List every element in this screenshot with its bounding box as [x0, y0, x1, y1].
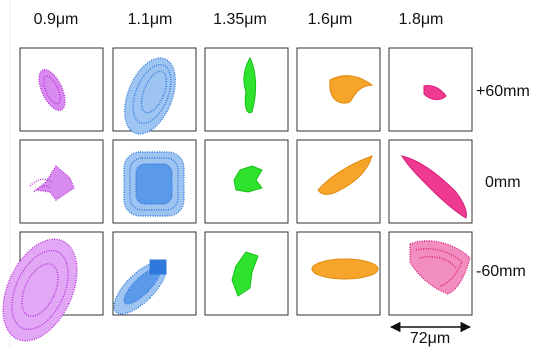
row-label: +60mm — [476, 83, 530, 100]
cell-box — [112, 47, 197, 132]
spot-diagram — [400, 155, 467, 219]
column-header: 1.35μm — [213, 11, 267, 28]
cell-box — [296, 47, 381, 132]
column-header: 1.8μm — [399, 11, 444, 28]
cell-box — [204, 139, 289, 224]
row-label: 0mm — [485, 174, 521, 191]
grid-boxes — [19, 47, 473, 316]
cell-box — [296, 231, 381, 316]
column-header: 0.9μm — [34, 11, 79, 28]
cell-box — [19, 47, 104, 132]
spot-diagram — [243, 56, 257, 114]
cell-box — [296, 139, 381, 224]
column-header: 1.1μm — [128, 11, 173, 28]
spot-diagram — [231, 251, 259, 297]
spot-diagram — [123, 151, 185, 217]
spot-diagram — [311, 258, 379, 280]
spot-diagram — [29, 164, 75, 201]
spot-diagram — [113, 259, 167, 315]
cell-box — [112, 139, 197, 224]
row-label: -60mm — [476, 263, 526, 280]
cell-box — [19, 139, 104, 224]
spot-diagram — [233, 165, 263, 193]
spot-diagram — [329, 75, 374, 104]
spot-diagram — [2, 238, 78, 342]
cell-box — [388, 47, 473, 132]
cell-box — [204, 47, 289, 132]
spot-diagram — [317, 155, 373, 195]
cell-box — [388, 139, 473, 224]
column-header: 1.6μm — [308, 11, 353, 28]
cell-box — [112, 231, 197, 316]
scale-label: 72μm — [410, 330, 450, 347]
spot-diagram — [409, 240, 471, 295]
spot-diagram — [123, 57, 177, 135]
spot-diagram — [423, 85, 447, 101]
spot-diagram — [38, 68, 66, 112]
cell-box — [204, 231, 289, 316]
cell-box — [388, 231, 473, 316]
